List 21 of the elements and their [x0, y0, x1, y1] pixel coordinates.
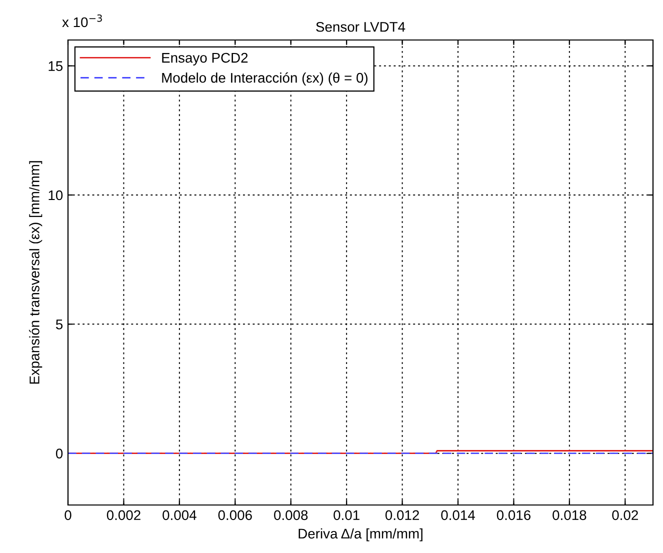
x-tick-label: 0.02	[612, 510, 638, 520]
x-tick-label: 0.018	[552, 510, 586, 520]
chart-title: Sensor LVDT4	[316, 22, 406, 32]
y-axis-title: Expansión transversal (εx) [mm/mm]	[29, 161, 42, 384]
x-axis-title: Deriva Δ/a [mm/mm]	[298, 528, 422, 542]
x-tick-label: 0.01	[334, 510, 360, 520]
x-tick-label: 0.016	[496, 510, 530, 520]
text: x 10$^{−3}$	[62, 14, 102, 28]
y-tick-label: 5	[56, 320, 63, 330]
x-tick-label: 0	[64, 510, 72, 520]
y-tick-label: 10	[48, 190, 63, 200]
x-tick-label: 0.008	[274, 510, 308, 520]
legend-label: Ensayo PCD2	[162, 52, 248, 66]
y-tick-label: 15	[48, 61, 63, 72]
x-tick-label: 0.014	[441, 510, 475, 520]
x-tick-label: 0.012	[385, 510, 419, 520]
x-tick-label: 0.006	[218, 510, 252, 520]
legend-label: Modelo de Interacción (εx) (θ = 0)	[162, 72, 368, 86]
x-tick-label: 0.004	[162, 510, 196, 520]
x-tick-label: 0.002	[106, 510, 140, 520]
y-tick-label: 0	[56, 448, 63, 459]
